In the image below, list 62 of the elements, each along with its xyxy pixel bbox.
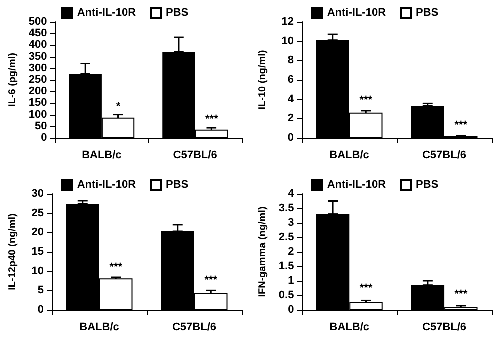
y-tick-label: 0.5 xyxy=(278,290,294,302)
y-tick-label: 250 xyxy=(28,74,48,86)
annotation: * xyxy=(116,100,122,113)
y-tick-label: 100 xyxy=(28,108,48,121)
legend-label: Anti-IL-10R xyxy=(327,179,386,191)
legend-label: PBS xyxy=(416,179,439,191)
y-tick-label: 10 xyxy=(32,265,44,278)
annotation: *** xyxy=(454,120,468,132)
y-tick-label: 25 xyxy=(32,207,44,220)
y-tick-label: 150 xyxy=(28,97,48,110)
legend-label: PBS xyxy=(166,7,189,19)
y-tick-label: 400 xyxy=(28,39,48,52)
y-tick-label: 0 xyxy=(41,132,48,144)
y-tick-label: 5 xyxy=(38,284,44,297)
y-tick-label: 15 xyxy=(32,246,44,258)
x-tick-label: C57BL/6 xyxy=(422,150,467,162)
y-tick-label: 50 xyxy=(35,120,48,132)
annotation: *** xyxy=(110,261,124,274)
x-tick-label: C57BL/6 xyxy=(172,322,217,334)
y-tick-label: 350 xyxy=(28,50,48,63)
x-tick-label: BALB/c xyxy=(82,150,122,162)
y-tick-label: 500 xyxy=(28,16,48,28)
y-tick-label: 2 xyxy=(288,112,294,125)
y-axis-title: IL-12p40 (ng/ml) xyxy=(8,214,18,290)
annotation: *** xyxy=(454,288,468,300)
y-tick-label: 12 xyxy=(282,16,294,28)
y-tick-label: 0 xyxy=(38,304,44,316)
y-tick-label: 1.5 xyxy=(278,260,294,272)
legend-label: Anti-IL-10R xyxy=(77,7,136,19)
y-tick-label: 6 xyxy=(288,74,294,86)
y-tick-label: 0 xyxy=(288,132,294,144)
annotation: *** xyxy=(204,274,218,287)
y-tick-label: 0 xyxy=(288,304,294,316)
x-tick-label: BALB/c xyxy=(330,150,370,162)
y-tick-label: 3.5 xyxy=(278,202,294,214)
y-tick-label: 4 xyxy=(288,93,295,106)
annotation: *** xyxy=(206,114,220,126)
y-tick-label: 30 xyxy=(32,188,44,200)
x-tick-label: BALB/c xyxy=(330,322,370,334)
x-tick-label: BALB/c xyxy=(80,322,120,334)
y-tick-label: 1 xyxy=(288,275,294,287)
y-tick-label: 20 xyxy=(32,226,44,239)
y-axis-title: IL-10 (ng/ml) xyxy=(258,50,268,110)
annotation: *** xyxy=(360,94,374,107)
x-tick-label: C57BL/6 xyxy=(173,150,218,162)
y-tick-label: 8 xyxy=(288,54,294,67)
y-tick-label: 4 xyxy=(288,188,296,200)
x-tick-label: C57BL/6 xyxy=(422,322,467,334)
y-tick-label: 3 xyxy=(288,217,294,229)
y-axis-title: IL-6 (pg/ml) xyxy=(8,53,18,107)
y-tick-label: 450 xyxy=(28,28,48,40)
y-tick-label: 10 xyxy=(282,35,294,48)
legend-label: PBS xyxy=(416,7,439,19)
legend-label: Anti-IL-10R xyxy=(77,179,136,191)
y-tick-label: 2.5 xyxy=(278,232,294,244)
y-tick-label: 300 xyxy=(28,62,48,74)
legend-label: Anti-IL-10R xyxy=(327,7,386,19)
legend-label: PBS xyxy=(166,179,189,191)
y-tick-label: 2 xyxy=(288,246,294,258)
annotation: *** xyxy=(360,282,374,295)
y-axis-title: IFN-gamma (ng/ml) xyxy=(258,206,268,298)
y-tick-label: 200 xyxy=(28,86,48,98)
